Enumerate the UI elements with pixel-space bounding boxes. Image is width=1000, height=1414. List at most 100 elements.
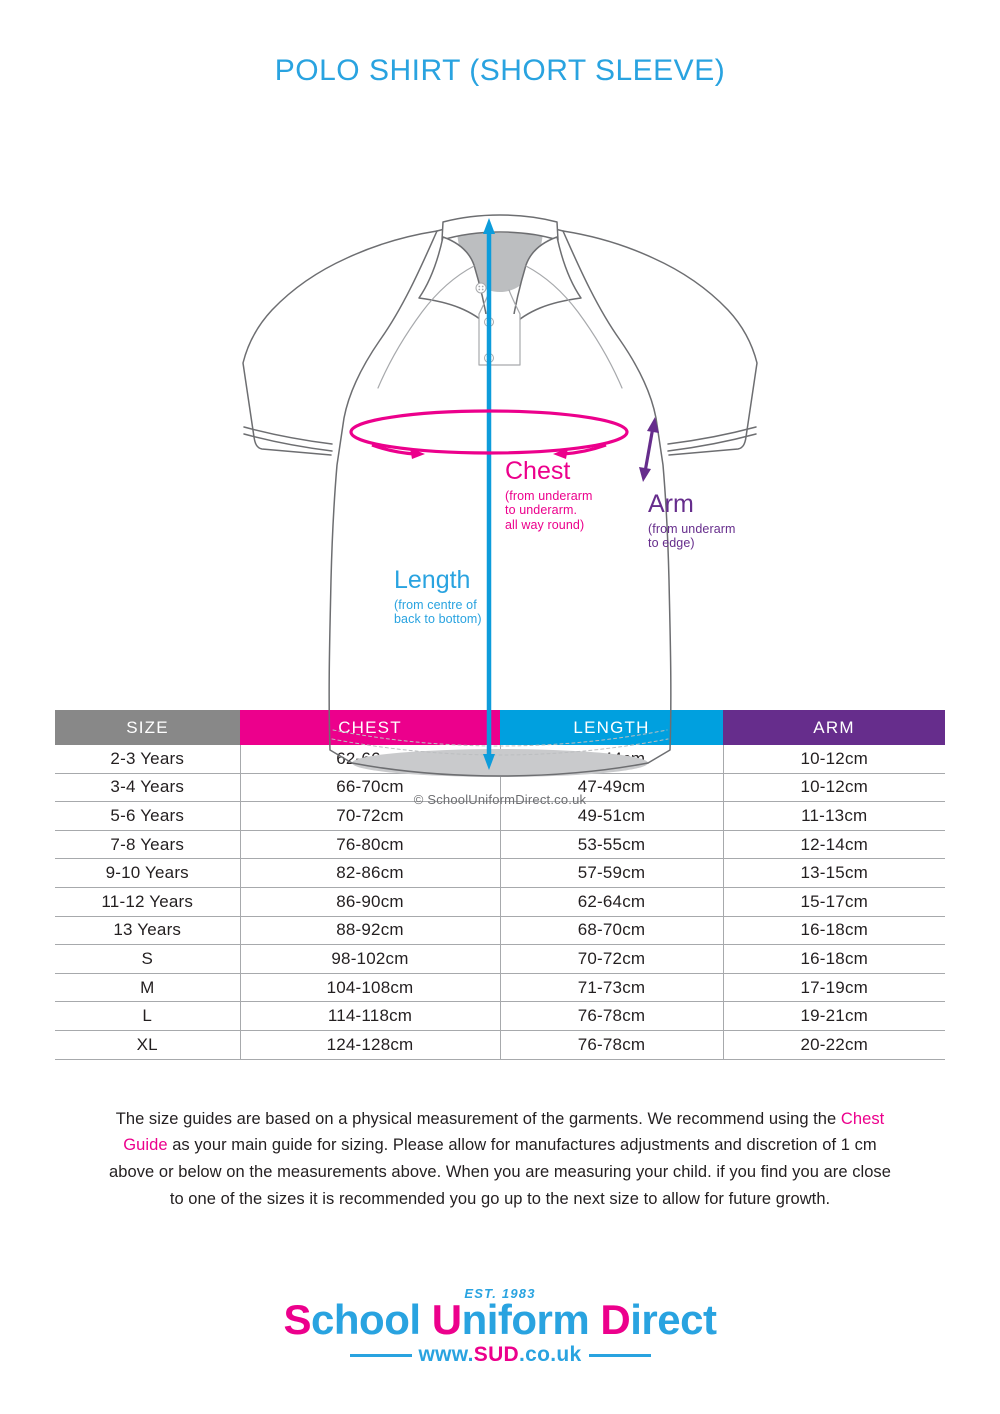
arm-label: Arm (from underarm to edge) bbox=[648, 490, 736, 551]
logo-established-year: EST. 1983 bbox=[464, 1286, 536, 1301]
chest-guide-highlight: Chest Guide bbox=[123, 1109, 885, 1155]
arm-label-sub2: to edge) bbox=[648, 536, 695, 551]
logo-wordmark: School Uniform Direct bbox=[0, 1297, 1000, 1342]
column-header-chest: CHEST bbox=[240, 710, 500, 745]
size-guide-table: SIZE CHEST LENGTH ARM 2-3 Years62-66cm42… bbox=[55, 710, 945, 1060]
table-row: 5-6 Years 70-72cm 49-51cm 11-13cm bbox=[55, 801, 945, 831]
column-header-length: LENGTH bbox=[500, 710, 723, 745]
logo-school-rest: chool bbox=[311, 1296, 421, 1343]
cell-chest: 66-70cm bbox=[240, 773, 501, 803]
cell-length: 62-64cm bbox=[500, 887, 724, 917]
cell-chest: 76-80cm bbox=[240, 830, 501, 860]
column-header-size: SIZE bbox=[55, 710, 240, 745]
cell-size: 3-4 Years bbox=[55, 773, 241, 803]
cell-length: 47-49cm bbox=[500, 773, 724, 803]
logo-uniform-rest: niform bbox=[461, 1296, 590, 1343]
column-header-arm: ARM bbox=[723, 710, 945, 745]
shirt-shadow bbox=[352, 749, 648, 777]
cell-arm: 13-15cm bbox=[723, 858, 945, 888]
neck-inner-fill bbox=[457, 233, 543, 292]
cell-length: 57-59cm bbox=[500, 858, 724, 888]
length-measure-arrow bbox=[483, 218, 495, 770]
cell-arm: 16-18cm bbox=[723, 944, 945, 974]
polo-shirt-diagram: Chest (from underarm to underarm. all wa… bbox=[0, 100, 1000, 807]
cell-arm: 12-14cm bbox=[723, 830, 945, 860]
arm-measure-arrow bbox=[639, 417, 659, 482]
sizing-note-part1: The size guides are based on a physical … bbox=[115, 1109, 841, 1128]
logo-rule-left bbox=[349, 1353, 412, 1357]
cell-size: 2-3 Years bbox=[55, 745, 241, 774]
cell-size: 7-8 Years bbox=[55, 830, 241, 860]
cell-size: L bbox=[55, 1001, 241, 1031]
arm-label-title: Arm bbox=[648, 490, 694, 518]
table-row: 11-12 Years 86-90cm 62-64cm 15-17cm bbox=[55, 887, 945, 917]
cell-chest: 82-86cm bbox=[240, 858, 501, 888]
copyright-notice: © SchoolUniformDirect.co.uk bbox=[413, 792, 587, 807]
logo-website-url[interactable]: www.SUD.co.uk bbox=[419, 1343, 582, 1367]
cell-length: 49-51cm bbox=[500, 801, 724, 831]
table-row: 7-8 Years 76-80cm 53-55cm 12-14cm bbox=[55, 830, 945, 860]
sizing-note: The size guides are based on a physical … bbox=[100, 1106, 900, 1213]
logo-rule-right bbox=[588, 1353, 651, 1357]
chest-label-sub1: (from underarm bbox=[505, 488, 593, 503]
polo-shirt-illustration bbox=[242, 214, 758, 777]
cell-length: 68-70cm bbox=[500, 916, 724, 946]
length-label: Length (from centre of back to bottom) bbox=[394, 566, 482, 627]
chest-label-sub2: to underarm. bbox=[505, 503, 578, 518]
logo-url-row[interactable]: www.SUD.co.uk bbox=[0, 1343, 1000, 1367]
logo-s-initial: S bbox=[283, 1296, 312, 1343]
table-row: 9-10 Years 82-86cm 57-59cm 13-15cm bbox=[55, 858, 945, 888]
cell-chest: 88-92cm bbox=[240, 916, 501, 946]
cell-chest: 70-72cm bbox=[240, 801, 501, 831]
cell-arm: 20-22cm bbox=[723, 1030, 945, 1060]
cell-size: 9-10 Years bbox=[55, 858, 241, 888]
cell-chest: 104-108cm bbox=[240, 973, 501, 1003]
cell-length: 70-72cm bbox=[500, 944, 724, 974]
cell-arm: 10-12cm bbox=[723, 745, 945, 774]
cell-size: 5-6 Years bbox=[55, 801, 241, 831]
table-row: L 114-118cm 76-78cm 19-21cm bbox=[55, 1001, 945, 1031]
logo-url-suffix: .co.uk bbox=[519, 1343, 582, 1367]
cell-size: 13 Years bbox=[55, 916, 241, 946]
chest-measure-ellipse bbox=[349, 409, 629, 459]
cell-length: 76-78cm bbox=[500, 1001, 724, 1031]
length-label-title: Length bbox=[394, 566, 471, 594]
cell-length: 71-73cm bbox=[500, 973, 724, 1003]
company-logo[interactable]: EST. 1983 School Uniform Direct www.SUD.… bbox=[0, 1286, 1000, 1367]
cell-arm: 17-19cm bbox=[723, 973, 945, 1003]
table-header-row: SIZE CHEST LENGTH ARM bbox=[55, 710, 945, 745]
table-row: 3-4 Years 66-70cm 47-49cm 10-12cm bbox=[55, 773, 945, 803]
logo-u-initial: U bbox=[431, 1296, 462, 1343]
table-row: S 98-102cm 70-72cm 16-18cm bbox=[55, 944, 945, 974]
chest-label-sub3: all way round) bbox=[505, 518, 585, 532]
logo-url-brand: SUD bbox=[473, 1343, 520, 1367]
cell-arm: 19-21cm bbox=[723, 1001, 945, 1031]
chest-label-title: Chest bbox=[505, 457, 571, 485]
cell-chest: 124-128cm bbox=[240, 1030, 501, 1060]
cell-size: M bbox=[55, 973, 241, 1003]
cell-arm: 16-18cm bbox=[723, 916, 945, 946]
cell-size: 11-12 Years bbox=[55, 887, 241, 917]
sizing-note-part2: as your main guide for sizing. Please al… bbox=[109, 1136, 891, 1208]
page-title: POLO SHIRT (SHORT SLEEVE) bbox=[274, 54, 726, 87]
logo-d-initial: D bbox=[600, 1296, 631, 1343]
cell-chest: 114-118cm bbox=[240, 1001, 501, 1031]
logo-url-prefix: www. bbox=[418, 1343, 474, 1367]
chest-label: Chest (from underarm to underarm. all wa… bbox=[505, 457, 593, 533]
cell-chest: 86-90cm bbox=[240, 887, 501, 917]
arm-label-sub1: (from underarm bbox=[648, 521, 736, 536]
cell-size: S bbox=[55, 944, 241, 974]
logo-direct-rest: irect bbox=[630, 1296, 717, 1343]
cell-size: XL bbox=[55, 1030, 241, 1060]
table-row: M 104-108cm 71-73cm 17-19cm bbox=[55, 973, 945, 1003]
cell-arm: 11-13cm bbox=[723, 801, 945, 831]
cell-arm: 10-12cm bbox=[723, 773, 945, 803]
cell-chest: 98-102cm bbox=[240, 944, 501, 974]
table-row: 13 Years 88-92cm 68-70cm 16-18cm bbox=[55, 916, 945, 946]
table-row: XL 124-128cm 76-78cm 20-22cm bbox=[55, 1030, 945, 1060]
length-label-sub2: back to bottom) bbox=[394, 612, 482, 627]
cell-arm: 15-17cm bbox=[723, 887, 945, 917]
cell-length: 76-78cm bbox=[500, 1030, 724, 1060]
cell-length: 53-55cm bbox=[500, 830, 724, 860]
